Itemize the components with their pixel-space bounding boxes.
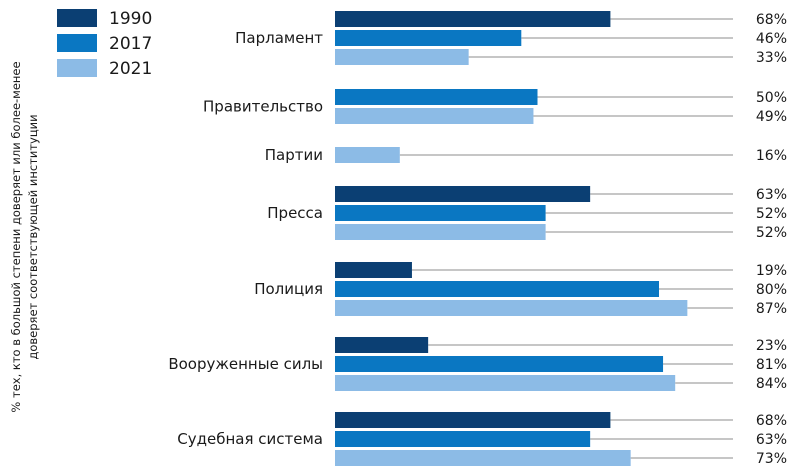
value-label: 63%: [756, 432, 787, 448]
value-label: 52%: [756, 206, 787, 222]
bar-1990: [335, 262, 412, 278]
bar-2017: [335, 89, 538, 105]
legend-swatch-2017: [57, 34, 97, 52]
value-label: 46%: [756, 31, 787, 47]
bar-1990: [335, 186, 591, 202]
bar-1990: [335, 337, 429, 353]
bar-1990: [335, 412, 611, 428]
category-label: Парламент: [235, 29, 323, 47]
bar-group: Правительство 50% 49%: [203, 89, 787, 125]
bar-2021: [335, 147, 400, 163]
bar-group: Парламент 68% 46% 33%: [235, 11, 787, 66]
bar-groups: Парламент 68% 46% 33% Правительство 50% 49% Пар…: [168, 11, 787, 467]
value-label: 73%: [756, 451, 787, 467]
category-label: Вооруженные силы: [168, 355, 323, 373]
y-axis-label: % тех, кто в большой степени доверяет ил…: [9, 61, 40, 412]
value-label: 19%: [756, 263, 787, 279]
bar-2021: [335, 49, 469, 65]
legend-label-1990: 1990: [109, 9, 152, 29]
value-label: 68%: [756, 12, 787, 28]
y-axis-label-line-2: доверяет соответствующей институции: [26, 114, 40, 359]
bar-group: Пресса 63% 52% 52%: [267, 186, 787, 241]
legend: 1990 2017 2021: [57, 9, 152, 79]
value-label: 80%: [756, 282, 787, 298]
value-label: 49%: [756, 109, 787, 125]
bar-2017: [335, 30, 522, 46]
value-label: 52%: [756, 225, 787, 241]
bar-2017: [335, 356, 664, 372]
value-label: 33%: [756, 50, 787, 66]
category-label: Судебная система: [177, 430, 323, 448]
value-label: 63%: [756, 187, 787, 203]
bar-2021: [335, 375, 676, 391]
value-label: 68%: [756, 413, 787, 429]
bar-2021: [335, 224, 546, 240]
value-label: 87%: [756, 301, 787, 317]
legend-label-2017: 2017: [109, 34, 152, 54]
legend-swatch-1990: [57, 9, 97, 27]
value-label: 50%: [756, 90, 787, 106]
y-axis-label-line-1: % тех, кто в большой степени доверяет ил…: [9, 61, 23, 412]
category-label: Правительство: [203, 98, 323, 116]
value-label: 84%: [756, 376, 787, 392]
bar-2017: [335, 205, 546, 221]
legend-swatch-2021: [57, 59, 97, 77]
bar-group: Полиция 19% 80% 87%: [254, 262, 787, 317]
bar-1990: [335, 11, 611, 27]
category-label: Полиция: [254, 280, 323, 298]
bar-group: Вооруженные силы 23% 81% 84%: [168, 337, 787, 392]
category-label: Партии: [265, 146, 323, 164]
bar-group: Судебная система 68% 63% 73%: [177, 412, 787, 467]
bar-2021: [335, 450, 631, 466]
value-label: 16%: [756, 148, 787, 164]
bar-group: Партии 16%: [265, 146, 787, 164]
bar-2021: [335, 108, 534, 124]
legend-label-2021: 2021: [109, 59, 152, 79]
bar-2017: [335, 281, 659, 297]
bar-2021: [335, 300, 688, 316]
category-label: Пресса: [267, 204, 323, 222]
value-label: 81%: [756, 357, 787, 373]
value-label: 23%: [756, 338, 787, 354]
bar-2017: [335, 431, 591, 447]
